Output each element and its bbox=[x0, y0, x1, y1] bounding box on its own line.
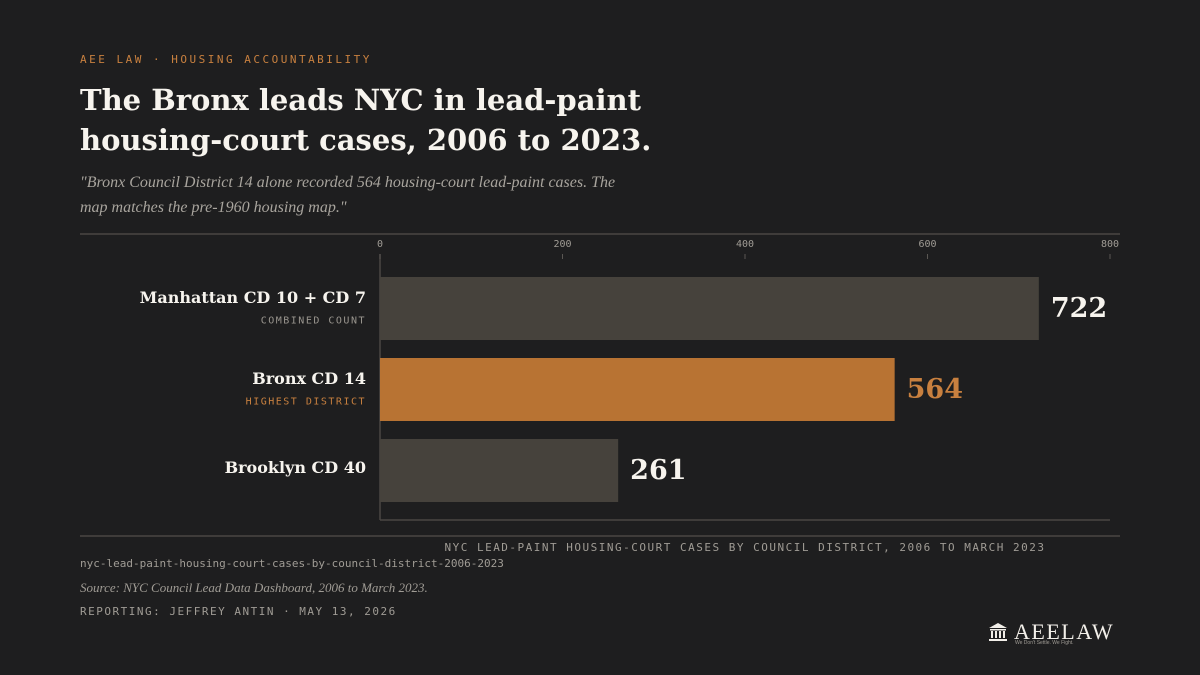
category-label: Manhattan CD 10 + CD 7 bbox=[140, 288, 366, 307]
x-tick-label: 400 bbox=[736, 239, 754, 250]
tagline: We Don't Settle. We Fight. bbox=[1015, 640, 1074, 646]
bar bbox=[380, 439, 619, 502]
category-sublabel: COMBINED COUNT bbox=[261, 316, 366, 327]
category-sublabel: HIGHEST DISTRICT bbox=[246, 397, 366, 408]
source: Source: NYC Council Lead Data Dashboard,… bbox=[80, 580, 428, 595]
value-label: 261 bbox=[630, 455, 686, 486]
category-label: Bronx CD 14 bbox=[252, 369, 366, 388]
x-tick-label: 600 bbox=[918, 239, 936, 250]
brand: AEELAW bbox=[988, 619, 1114, 645]
chart: NYC LEAD-PAINT HOUSING-COURT CASES BY CO… bbox=[80, 233, 1120, 554]
slug: nyc-lead-paint-housing-court-cases-by-co… bbox=[80, 557, 504, 570]
category-label: Brooklyn CD 40 bbox=[225, 458, 366, 477]
brand-name: AEELAW bbox=[1014, 619, 1115, 644]
byline: REPORTING: JEFFREY ANTIN · MAY 13, 2026 bbox=[80, 605, 397, 618]
brand-icon bbox=[989, 623, 1007, 641]
kicker: AEE LAW · HOUSING ACCOUNTABILITY bbox=[80, 53, 372, 66]
title: The Bronx leads NYC in lead-paint housin… bbox=[80, 83, 652, 157]
value-label: 564 bbox=[907, 374, 963, 405]
x-axis-label: NYC LEAD-PAINT HOUSING-COURT CASES BY CO… bbox=[444, 541, 1045, 554]
bar bbox=[380, 358, 895, 421]
x-tick-label: 800 bbox=[1101, 239, 1119, 250]
subtitle: "Bronx Council District 14 alone recorde… bbox=[80, 174, 616, 216]
x-tick-label: 0 bbox=[377, 239, 383, 250]
value-label: 722 bbox=[1051, 293, 1107, 324]
bar bbox=[380, 277, 1039, 340]
x-tick-label: 200 bbox=[553, 239, 571, 250]
